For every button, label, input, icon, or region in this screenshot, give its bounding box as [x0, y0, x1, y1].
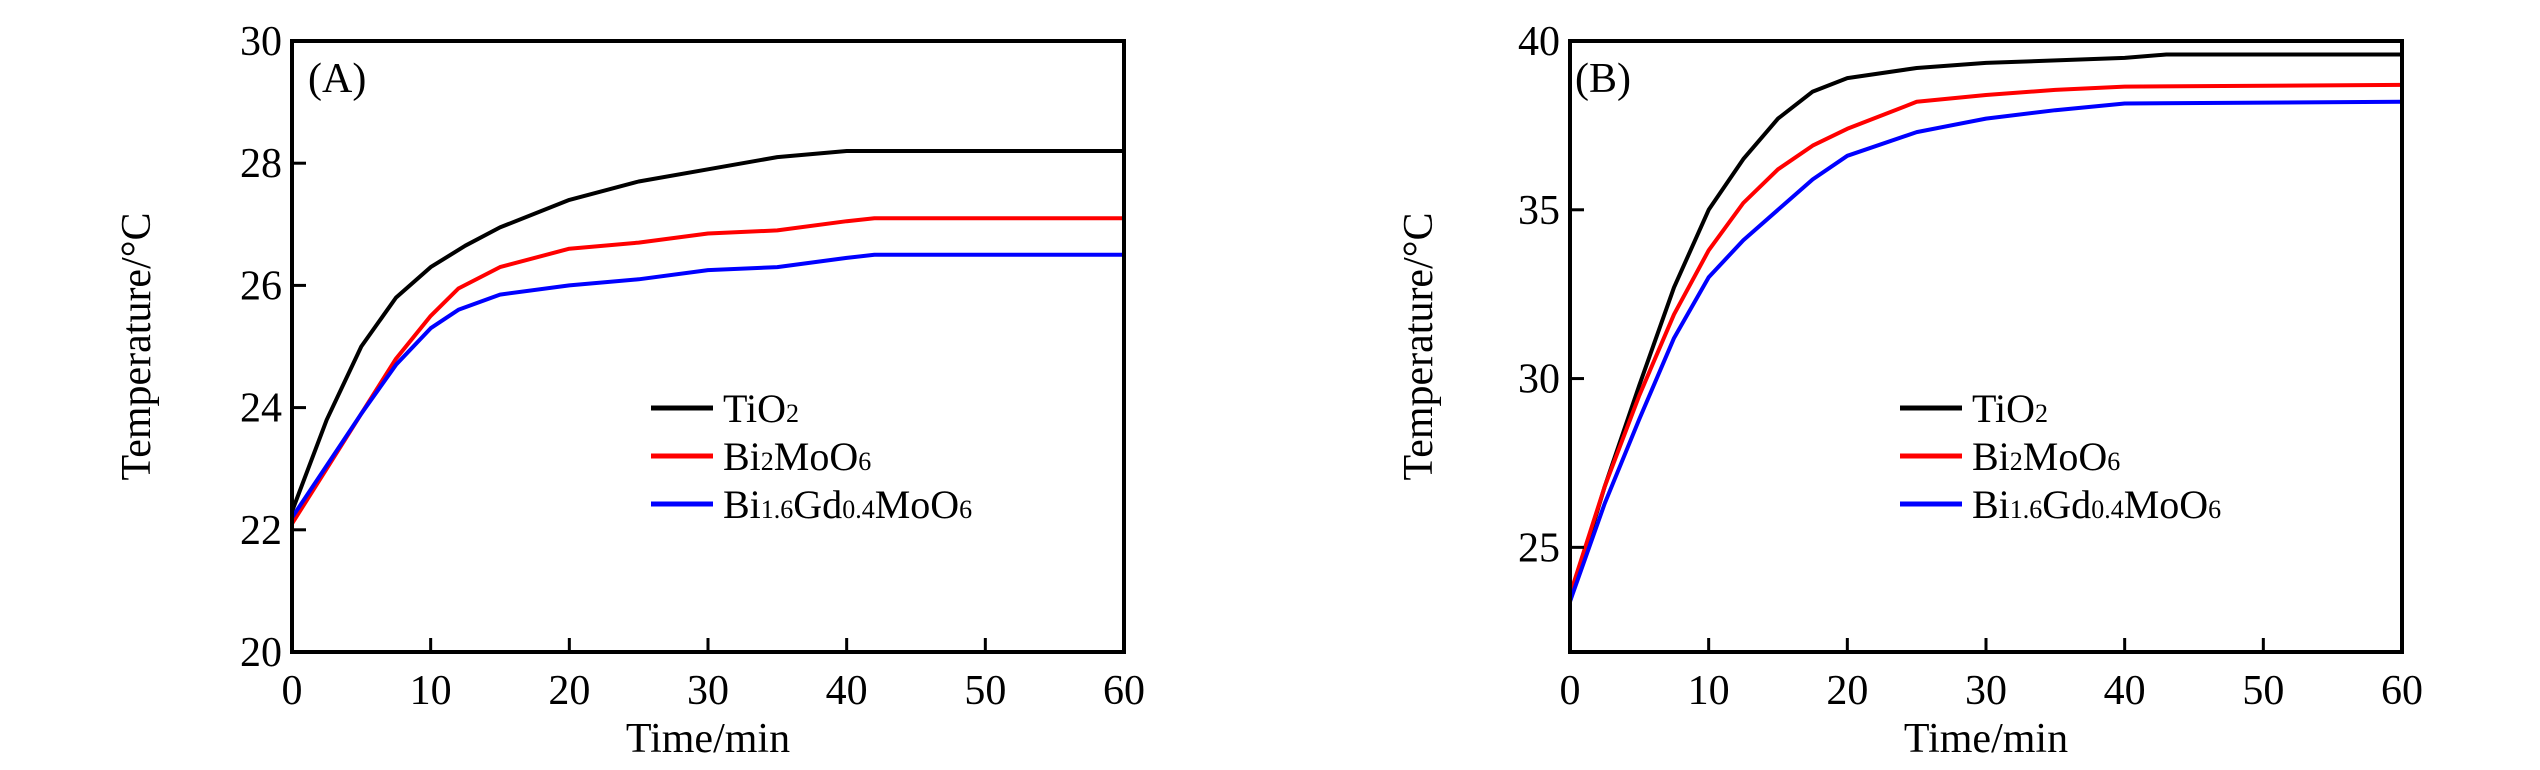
- chart-panel-a: 0 10 20 30 40 50 60202224262830Time/minTempera…: [114, 19, 1145, 762]
- y-tick-label: 22: [240, 508, 282, 554]
- legend-subscript: 6: [858, 447, 871, 476]
- legend-text: Bi: [723, 482, 761, 527]
- legend-subscript: 2: [786, 399, 799, 428]
- y-tick-label: 28: [240, 141, 282, 187]
- y-axis-title: Temperature/°C: [1396, 212, 1442, 480]
- legend-text: Bi: [723, 434, 761, 479]
- series-line-Bi16Gd04MoO6: [1568, 99, 2403, 603]
- y-tick-label: 25: [1518, 525, 1560, 571]
- y-tick-label: 26: [240, 263, 282, 309]
- x-tick-label: 10: [410, 668, 452, 714]
- y-tick-label: 35: [1518, 188, 1560, 234]
- y-tick-label: 24: [240, 386, 282, 432]
- legend-text: Bi: [1972, 482, 2010, 527]
- y-tick-label: 20: [240, 630, 282, 676]
- legend-text: Gd: [793, 482, 842, 527]
- legend-text: MoO: [2124, 482, 2208, 527]
- legend-label: Bi2MoO6: [723, 434, 871, 479]
- legend-subscript: 1.6: [761, 495, 794, 524]
- legend-text: MoO: [774, 434, 858, 479]
- x-axis-title: Time/min: [626, 716, 790, 762]
- legend-subscript: 0.4: [842, 495, 875, 524]
- y-axis-title: Temperature/°C: [114, 212, 160, 480]
- x-tick-label: 20: [1826, 668, 1868, 714]
- legend-subscript: 0.4: [2091, 495, 2124, 524]
- chart-panel-b: 0 10 20 30 40 50 60 25 30 35 40 Time/min Temperature…: [1396, 19, 2423, 762]
- y-tick-label: 40: [1518, 19, 1560, 65]
- x-tick-label: 30: [687, 668, 729, 714]
- series-line-Bi2MoO6: [290, 216, 1124, 525]
- legend-subscript: 2: [2010, 447, 2023, 476]
- panel-label: (B): [1575, 56, 1631, 102]
- legend-subscript: 1.6: [2010, 495, 2043, 524]
- x-tick-label: 30: [1965, 668, 2007, 714]
- legend-text: MoO: [2023, 434, 2107, 479]
- legend-subscript: 6: [2208, 495, 2221, 524]
- legend-label: Bi1.6Gd0.4MoO6: [723, 482, 972, 527]
- legend-subscript: 6: [959, 495, 972, 524]
- legend-label: Bi2MoO6: [1972, 434, 2120, 479]
- x-tick-label: 60: [1103, 668, 1145, 714]
- x-tick-label: 60: [2381, 668, 2423, 714]
- legend-label: TiO2: [723, 386, 799, 431]
- x-tick-label: 0: [282, 668, 303, 714]
- x-tick-label: 50: [2242, 668, 2284, 714]
- plot-frame: [1568, 39, 2404, 654]
- legend-text: Ti: [723, 386, 757, 431]
- legend-text: O: [2006, 386, 2035, 431]
- x-tick-label: 0: [1560, 668, 1581, 714]
- legend-text: O: [757, 386, 786, 431]
- legend-subscript: 6: [2107, 447, 2120, 476]
- x-tick-label: 20: [548, 668, 590, 714]
- x-tick-label: 50: [964, 668, 1006, 714]
- plot-frame: [290, 39, 1126, 654]
- panel-label: (A): [308, 56, 366, 102]
- legend-label: Bi1.6Gd0.4MoO6: [1972, 482, 2221, 527]
- legend-text: MoO: [875, 482, 959, 527]
- x-tick-label: 40: [2104, 668, 2146, 714]
- series-line-TiO2: [290, 149, 1124, 513]
- series-line-Bi16Gd04MoO6: [290, 252, 1124, 519]
- x-tick-label: 10: [1688, 668, 1730, 714]
- legend-text: Bi: [1972, 434, 2010, 479]
- legend-subscript: 2: [761, 447, 774, 476]
- y-tick-label: 30: [240, 19, 282, 65]
- legend-subscript: 2: [2035, 399, 2048, 428]
- legend-text: Gd: [2042, 482, 2091, 527]
- legend-text: Ti: [1972, 386, 2006, 431]
- x-axis-title: Time/min: [1904, 716, 2068, 762]
- series-line-TiO2: [1568, 52, 2402, 602]
- x-tick-label: 40: [826, 668, 868, 714]
- legend-label: TiO2: [1972, 386, 2048, 431]
- series-line-Bi2MoO6: [1568, 82, 2403, 596]
- y-tick-label: 30: [1518, 357, 1560, 403]
